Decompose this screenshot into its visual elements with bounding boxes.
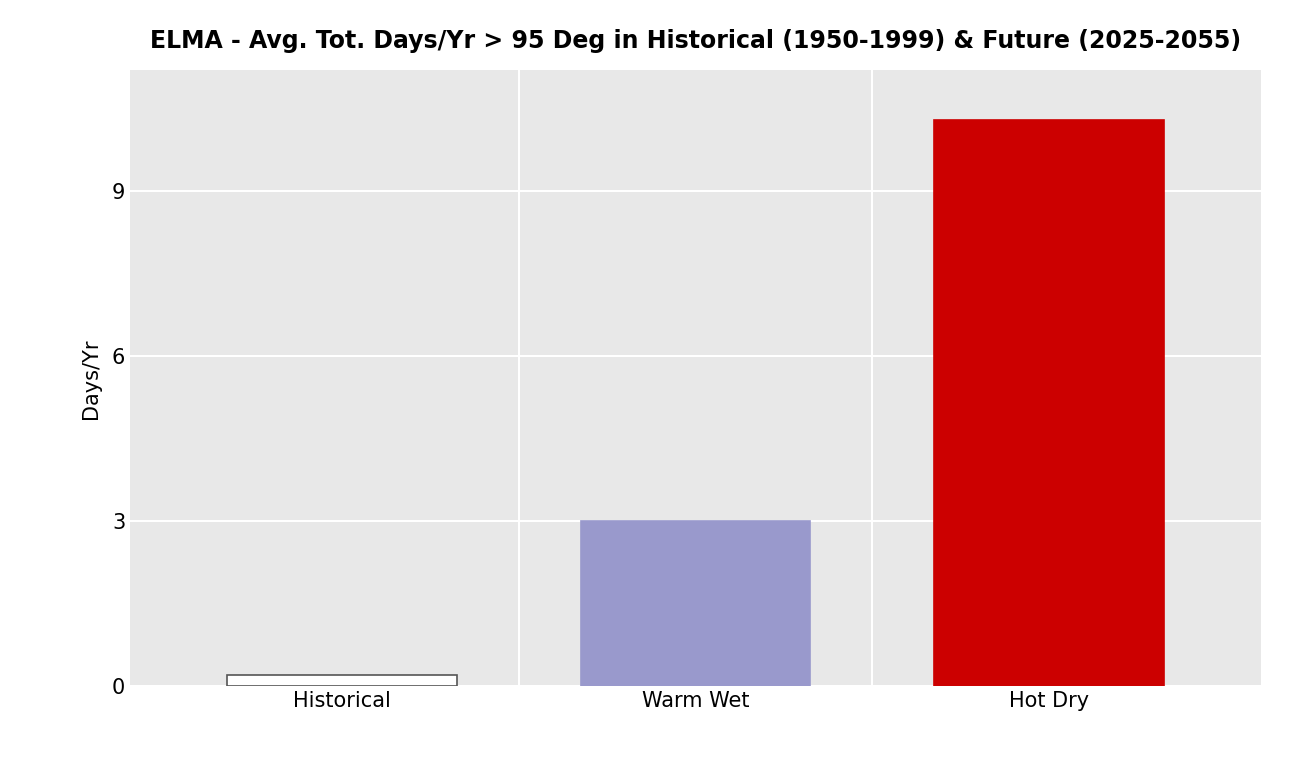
Bar — [935, 119, 1164, 686]
Y-axis label: Days/Yr: Days/Yr — [81, 338, 100, 419]
Bar — [227, 675, 456, 686]
Bar — [581, 521, 810, 686]
Title: ELMA - Avg. Tot. Days/Yr > 95 Deg in Historical (1950-1999) & Future (2025-2055): ELMA - Avg. Tot. Days/Yr > 95 Deg in His… — [150, 29, 1242, 53]
